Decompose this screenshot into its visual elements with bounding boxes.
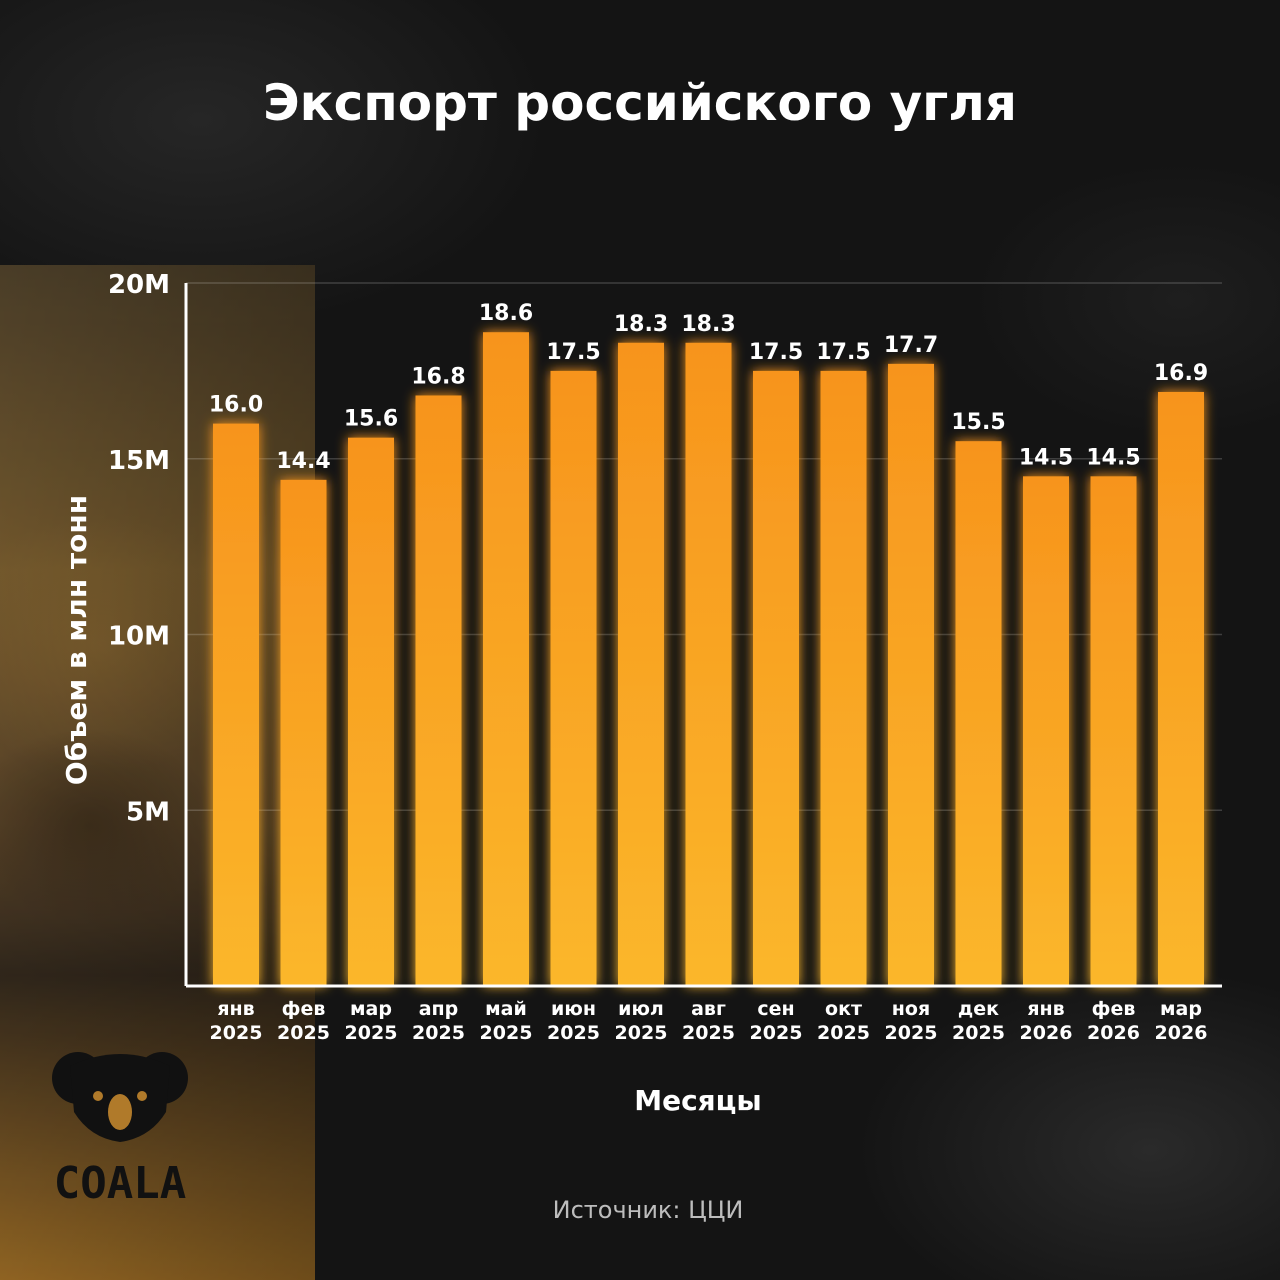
x-tick-year: 2025 — [277, 1022, 330, 1044]
bars — [213, 332, 1204, 987]
x-tick-year: 2025 — [750, 1022, 803, 1044]
x-axis-categories: янв2025фев2025мар2025апр2025май2025июн20… — [210, 998, 1208, 1044]
chart-title: Экспорт российского угля — [263, 74, 1017, 132]
bar — [1090, 476, 1137, 986]
x-tick-month: мар — [1160, 998, 1202, 1020]
bar-value-label: 17.5 — [816, 340, 870, 365]
x-tick-year: 2026 — [1155, 1022, 1208, 1044]
bar — [213, 423, 259, 987]
x-tick-year: 2025 — [480, 1022, 533, 1044]
x-tick-month: мар — [350, 998, 392, 1020]
bar-value-label: 18.3 — [681, 312, 735, 337]
x-tick-year: 2026 — [1020, 1022, 1073, 1044]
x-tick-month: фев — [282, 998, 326, 1020]
x-tick-year: 2025 — [952, 1022, 1005, 1044]
y-tick-label: 20M — [108, 270, 170, 300]
y-axis-title: Объем в млн тонн — [60, 495, 93, 785]
x-tick-month: май — [485, 998, 527, 1020]
bar-value-label: 14.5 — [1086, 445, 1140, 470]
x-axis-title: Месяцы — [634, 1084, 762, 1117]
bar-value-label: 14.4 — [276, 449, 330, 474]
bar — [348, 437, 394, 986]
bar — [1023, 476, 1069, 986]
bar-value-label: 16.0 — [209, 393, 263, 418]
x-tick-month: июл — [618, 998, 664, 1020]
coala-logo: COALA — [52, 1052, 188, 1209]
bar-value-label: 15.6 — [344, 407, 398, 432]
bar — [550, 370, 597, 986]
x-tick-month: дек — [958, 998, 999, 1020]
x-tick-month: фев — [1092, 998, 1136, 1020]
bar — [415, 395, 462, 987]
bar — [820, 370, 867, 986]
y-tick-label: 10M — [108, 622, 170, 652]
x-tick-month: янв — [1027, 998, 1064, 1020]
bar-value-label: 16.8 — [411, 364, 465, 389]
bar-value-label: 17.5 — [546, 340, 600, 365]
x-tick-month: ноя — [892, 998, 930, 1020]
bar — [483, 332, 529, 987]
x-tick-year: 2025 — [885, 1022, 938, 1044]
x-tick-month: сен — [757, 998, 794, 1020]
x-tick-month: янв — [217, 998, 254, 1020]
bar — [888, 363, 934, 987]
x-tick-month: июн — [551, 998, 596, 1020]
x-tick-year: 2026 — [1087, 1022, 1140, 1044]
bar — [280, 479, 327, 986]
bar-value-label: 16.9 — [1154, 361, 1208, 386]
y-tick-label: 15M — [108, 446, 170, 476]
bar-value-label: 18.6 — [479, 301, 533, 326]
logo-text: COALA — [54, 1158, 186, 1209]
x-tick-year: 2025 — [682, 1022, 735, 1044]
bar — [685, 342, 732, 986]
x-tick-year: 2025 — [210, 1022, 263, 1044]
bar-value-label: 17.7 — [884, 333, 938, 358]
source-note: Источник: ЦЦИ — [553, 1196, 744, 1224]
x-tick-year: 2025 — [615, 1022, 668, 1044]
bar — [753, 370, 799, 986]
x-tick-month: авг — [691, 998, 726, 1020]
koala-icon — [52, 1052, 188, 1142]
y-tick-label: 5M — [126, 797, 170, 827]
x-tick-year: 2025 — [547, 1022, 600, 1044]
x-tick-year: 2025 — [817, 1022, 870, 1044]
x-tick-year: 2025 — [345, 1022, 398, 1044]
x-tick-month: апр — [419, 998, 459, 1020]
value-labels: 16.0 14.4 15.6 16.8 18.6 17.5 18.3 18.3 17.5 17.5… — [209, 301, 1208, 474]
bar-value-label: 14.5 — [1019, 445, 1073, 470]
bar-value-label: 17.5 — [749, 340, 803, 365]
y-axis-ticks: 5M 10M 15M 20M — [108, 270, 170, 827]
bar-value-label: 18.3 — [614, 312, 668, 337]
bar — [955, 441, 1002, 986]
x-tick-year: 2025 — [412, 1022, 465, 1044]
x-tick-month: окт — [825, 998, 862, 1020]
bar — [618, 342, 664, 986]
bar — [1158, 391, 1204, 987]
bar-value-label: 15.5 — [951, 410, 1005, 435]
